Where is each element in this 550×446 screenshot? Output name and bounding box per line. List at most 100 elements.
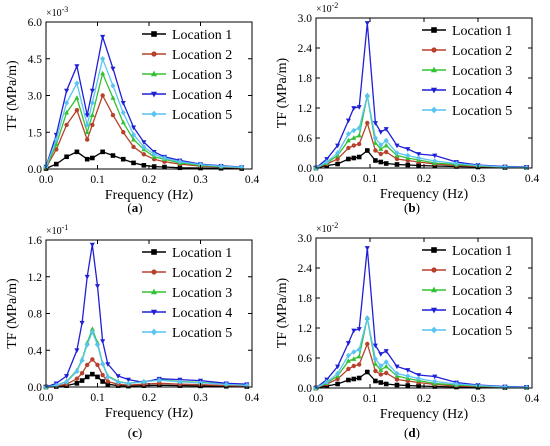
data-point [372,121,378,126]
caption-paren: ( [404,425,408,440]
data-point [120,109,126,116]
legend-marker [431,267,437,273]
legend-marker [151,51,157,57]
x-tick-label: 0.4 [245,174,260,186]
data-point [378,159,384,165]
data-point [89,112,95,117]
data-point [378,130,384,135]
data-point [383,381,389,387]
data-point [120,101,126,106]
data-point [131,160,136,166]
x-tick-label: 0.1 [363,393,378,405]
chart-panel-b: 0.0 0.1 0.2 0.3 0.4 0.0 0.6 1.2 1.8 2.4 3.0×10-2 Fr… [275,1,539,215]
legend-label: Location 4 [452,84,512,99]
data-point [356,327,362,332]
data-point [64,109,70,115]
legend-label: Location 5 [172,108,232,123]
legend-label: Location 1 [452,244,512,259]
chart-panel-d: 0.0 0.1 0.2 0.3 0.4 0.0 0.6 1.2 1.8 2.4 3.0×10-2 Fr… [275,221,539,440]
x-tick-label: 0.3 [471,393,486,405]
caption-letter: a [132,200,139,215]
series-line [45,244,247,388]
data-point [84,113,90,118]
data-point [105,374,111,380]
data-point [105,362,111,367]
y-axis-title: TF (MPa/m) [275,57,290,128]
data-point [351,363,356,369]
data-point [110,82,116,89]
data-point [335,156,340,162]
data-point [346,377,351,383]
caption-letter: b [408,200,415,215]
data-point [351,135,357,140]
y-multiplier-exponent: -3 [62,5,69,14]
y-tick-label: 0.6 [298,353,313,365]
data-point [356,346,362,353]
x-axis-title: Frequency (Hz) [380,187,469,202]
data-point [335,364,341,370]
legend-marker [150,110,158,118]
data-point [105,379,111,384]
y-tick-label: 0.0 [298,163,313,175]
data-point [405,162,411,168]
x-tick-label: 0.2 [142,174,157,186]
data-point [383,161,389,166]
data-point [156,377,162,383]
data-point [100,339,106,344]
series-line [315,120,527,169]
data-point [453,160,459,167]
data-point [100,149,105,155]
x-tick-label: 0.0 [39,174,54,186]
legend-label: Location 5 [452,324,512,339]
data-point [100,361,106,367]
data-point [416,383,421,389]
data-point [502,164,508,170]
data-point [502,384,508,390]
data-point [74,108,80,113]
data-point [74,80,80,87]
data-point [373,378,378,384]
data-point [177,379,183,385]
data-point [89,100,95,106]
data-point [394,364,400,370]
x-axis-title: Frequency (Hz) [105,188,194,203]
data-point [345,352,351,359]
legend-marker [431,27,437,33]
panel-caption: (c) [128,425,142,440]
data-point [79,357,85,364]
y-multiplier-base: ×10 [46,8,62,19]
legend-label: Location 3 [172,286,232,301]
data-point [74,95,80,100]
legend-label: Location 3 [452,64,512,79]
data-point [345,358,351,363]
legend-marker [431,47,437,53]
x-tick-label: 0.2 [417,393,432,405]
y-tick-label: 1.8 [298,73,313,85]
y-tick-label: 0.8 [28,309,43,321]
y-multiplier-label: ×10-2 [316,221,338,235]
data-point [364,21,370,26]
y-multiplier-exponent: -2 [332,221,339,230]
legend-label: Location 2 [452,44,512,59]
series-line [45,93,242,169]
legend-label: Location 3 [172,68,232,83]
data-point [79,371,85,376]
legend-marker [150,309,158,316]
y-multiplier-exponent: -2 [332,1,339,10]
x-tick-label: 0.1 [363,173,378,185]
y-tick-label: 6.0 [28,17,43,29]
y-axis-title: TF (MPa/m) [5,60,20,131]
legend-marker [430,307,438,314]
data-point [357,141,362,147]
data-point [378,372,383,377]
data-point [64,374,70,379]
y-tick-label: 3.0 [298,13,313,25]
data-point [432,153,438,159]
data-point [115,374,121,379]
data-point [110,153,116,158]
y-tick-label: 3.0 [298,233,313,245]
data-point [74,381,80,386]
y-multiplier-label: ×10-3 [46,5,68,19]
data-point [365,148,370,153]
